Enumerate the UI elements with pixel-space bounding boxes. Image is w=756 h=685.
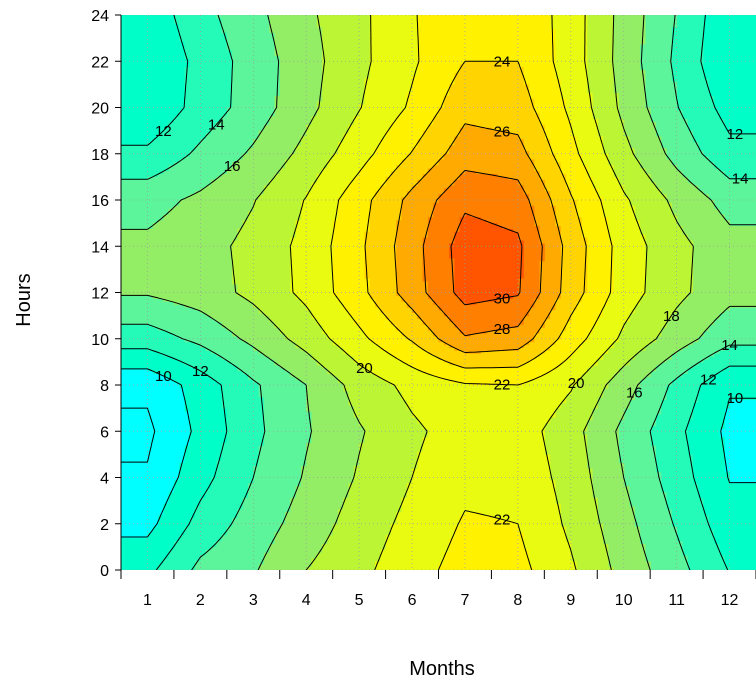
contour-label: 14	[208, 117, 225, 134]
contour-label: 14	[721, 337, 738, 354]
contour-band	[332, 15, 614, 570]
contour-label-layer: 12 14 16 10 12 20 22 24 26 28 30 22 20 16 18 12 14 10 12 14	[155, 53, 749, 528]
contour-band	[449, 214, 524, 305]
contour-line	[121, 15, 756, 570]
y-tick-label: 14	[91, 239, 109, 256]
y-tick-label: 2	[100, 517, 109, 534]
contour-line	[422, 169, 543, 337]
y-tick-label: 18	[91, 147, 109, 164]
y-axis-title: Hours	[13, 273, 35, 326]
contour-line	[450, 212, 523, 306]
contour-label: 10	[155, 368, 172, 385]
contour-label: 28	[494, 321, 511, 338]
y-tick-label: 22	[91, 54, 109, 71]
x-tick-label: 6	[408, 592, 417, 609]
x-tick-label: 9	[566, 592, 575, 609]
x-tick-label: 2	[196, 592, 205, 609]
contour-line	[121, 15, 756, 570]
x-tick-label: 4	[302, 592, 311, 609]
y-tick-label: 0	[100, 563, 109, 580]
y-tick-label: 16	[91, 193, 109, 210]
grid-layer	[121, 15, 756, 570]
contour-label: 16	[626, 385, 643, 402]
contour-line	[393, 123, 564, 354]
contour-line	[121, 15, 756, 570]
contour-line	[330, 15, 613, 570]
y-tick-label: 4	[100, 471, 109, 488]
contour-band	[422, 171, 545, 337]
x-tick-label: 8	[513, 592, 522, 609]
contour-band	[290, 15, 646, 570]
contour-label: 12	[155, 123, 172, 140]
contour-label: 26	[494, 123, 511, 140]
contour-label: 20	[356, 360, 373, 377]
x-tick-label: 5	[355, 592, 364, 609]
x-axis-title: Months	[409, 658, 475, 680]
x-tick-label: 12	[721, 592, 739, 609]
contour-line	[121, 368, 756, 538]
y-tick-label: 12	[91, 286, 109, 303]
x-tick-label: 11	[668, 592, 685, 609]
contour-line	[289, 15, 648, 570]
contour-label: 18	[663, 308, 680, 325]
y-tick-label: 20	[91, 101, 109, 118]
contour-label: 12	[192, 363, 209, 380]
contour-band	[121, 15, 756, 570]
x-tick-label: 10	[615, 592, 633, 609]
y-tick-label: 10	[91, 332, 109, 349]
x-tick-label: 3	[249, 592, 258, 609]
contour-label: 14	[732, 171, 749, 188]
y-tick-label: 6	[100, 424, 109, 441]
contour-label: 20	[568, 375, 585, 392]
y-tick-label: 8	[100, 378, 109, 395]
contour-line	[364, 60, 587, 369]
contour-label: 22	[494, 511, 511, 528]
contour-label: 12	[726, 126, 743, 143]
contour-label: 10	[726, 390, 743, 407]
contour-line	[121, 407, 156, 463]
contour-label: 16	[224, 158, 241, 175]
contour-label: 22	[494, 376, 511, 393]
contour-line	[230, 15, 694, 570]
x-tick-label: 1	[143, 592, 152, 609]
y-tick-label: 24	[91, 8, 109, 25]
contour-label: 30	[494, 290, 511, 307]
contour-label: 12	[700, 372, 717, 389]
contour-line-layer	[121, 15, 756, 570]
contour-band	[121, 15, 756, 570]
contour-label: 24	[494, 53, 511, 70]
x-tick-label: 7	[461, 592, 470, 609]
contour-band	[364, 61, 588, 369]
